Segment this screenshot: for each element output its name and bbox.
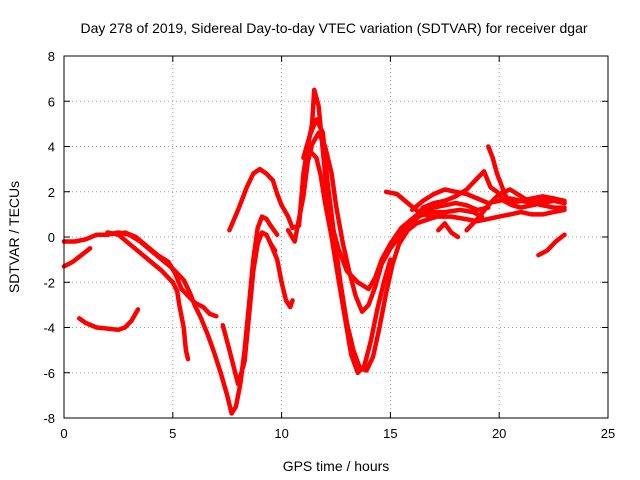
- series-track-5: [122, 230, 219, 319]
- x-tick-label: 20: [492, 426, 506, 441]
- series-group: [61, 87, 567, 416]
- chart-title: Day 278 of 2019, Sidereal Day-to-day VTE…: [80, 20, 587, 36]
- series-track-4: [105, 230, 191, 362]
- series-track-15: [436, 221, 461, 240]
- y-tick-label: -2: [43, 275, 55, 290]
- series-track-6: [220, 230, 278, 387]
- x-tick-label: 5: [169, 426, 176, 441]
- y-tick-label: -4: [43, 321, 55, 336]
- y-tick-label: -8: [43, 411, 55, 426]
- y-tick-label: 4: [48, 140, 55, 155]
- series-track-3: [76, 307, 141, 333]
- x-axis-label: GPS time / hours: [283, 458, 390, 474]
- x-tick-label: 25: [601, 426, 615, 441]
- series-track-2: [61, 214, 280, 416]
- y-tick-label: 6: [48, 94, 55, 109]
- series-track-18: [536, 232, 567, 258]
- series-track-1: [61, 246, 93, 269]
- x-tick-label: 15: [383, 426, 397, 441]
- x-tick-label: 10: [274, 426, 288, 441]
- series-track-16: [486, 144, 567, 206]
- y-tick-label: 0: [48, 230, 55, 245]
- y-tick-label: 2: [48, 185, 55, 200]
- y-axis-label: SDTVAR / TECUs: [6, 181, 22, 293]
- series-track-9: [285, 130, 485, 314]
- series-track-17: [464, 187, 567, 233]
- y-tick-label: -6: [43, 366, 55, 381]
- x-tick-label: 0: [60, 426, 67, 441]
- series-track-8: [268, 241, 295, 310]
- axis-ticks: 0 5 10 15 20 25 -8 -6 -4 -2 0 2 4 6 8: [43, 49, 615, 441]
- series-track-11: [307, 148, 393, 376]
- y-tick-label: 8: [48, 49, 55, 64]
